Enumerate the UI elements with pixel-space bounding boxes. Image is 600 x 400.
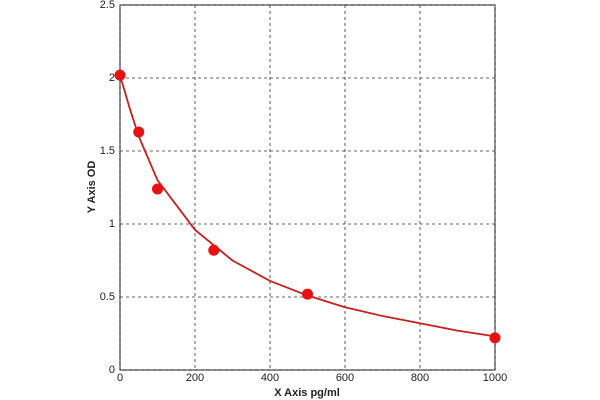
x-tick-label: 400 bbox=[261, 372, 279, 384]
x-axis-label: X Axis pg/ml bbox=[274, 387, 340, 399]
data-point bbox=[208, 244, 220, 256]
data-point bbox=[489, 332, 501, 344]
y-tick-label: 0.5 bbox=[100, 291, 115, 303]
x-tick-label: 800 bbox=[411, 372, 429, 384]
y-tick-label: 2.5 bbox=[100, 0, 115, 11]
x-tick-label: 200 bbox=[186, 372, 204, 384]
y-tick-label: 1 bbox=[109, 218, 115, 230]
data-point bbox=[133, 126, 145, 138]
data-point bbox=[302, 288, 313, 300]
y-tick-label: 1.5 bbox=[100, 145, 115, 157]
data-point bbox=[114, 69, 126, 81]
y-axis-label: Y Axis OD bbox=[86, 161, 98, 214]
x-tick-label: 0 bbox=[117, 372, 123, 384]
x-tick-label: 600 bbox=[336, 372, 354, 384]
y-tick-label: 0 bbox=[109, 364, 115, 376]
x-tick-label: 1000 bbox=[483, 372, 507, 384]
y-tick-label: 2 bbox=[109, 72, 115, 84]
data-point bbox=[152, 183, 163, 195]
plot-frame bbox=[119, 4, 496, 371]
